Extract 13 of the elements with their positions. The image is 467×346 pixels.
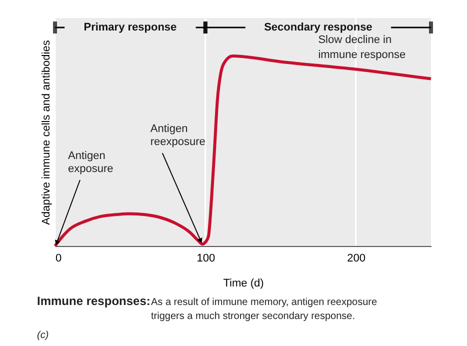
annotation: Antigen reexposure xyxy=(150,123,206,148)
x-axis-title: Time (d) xyxy=(223,278,264,290)
y-axis-title: Adaptive immune cells and antibodies xyxy=(40,40,52,225)
band-label: Primary response xyxy=(84,22,177,34)
annotation: Antigen exposure xyxy=(68,150,114,175)
x-tick-label: 200 xyxy=(347,252,366,264)
text: (c) xyxy=(37,330,49,341)
text: Immune responses: xyxy=(37,294,150,308)
annotation: Slow decline in immune response xyxy=(318,34,406,61)
band-label: Secondary response xyxy=(264,22,372,34)
x-tick-label: 0 xyxy=(56,252,62,264)
x-tick-label: 100 xyxy=(196,252,216,264)
text: As a result of immune memory, antigen reexposure triggers a much stronger secondary response. xyxy=(151,297,378,322)
